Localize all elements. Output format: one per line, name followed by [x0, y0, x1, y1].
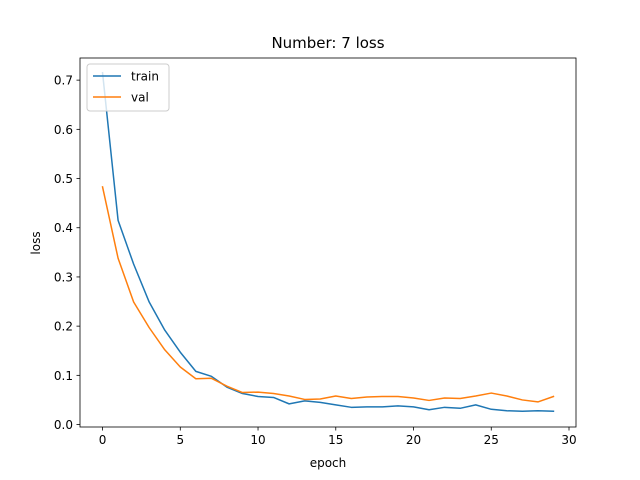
x-tick-label: 25	[484, 433, 499, 447]
chart-title: Number: 7 loss	[271, 34, 384, 52]
y-tick-label: 0.5	[54, 172, 73, 186]
y-tick-label: 0.3	[54, 270, 73, 284]
y-tick-label: 0.4	[54, 221, 73, 235]
plot-frame	[79, 57, 577, 428]
plot-area	[80, 58, 576, 427]
x-tick-label: 20	[406, 433, 421, 447]
plot-background	[80, 58, 576, 427]
series-layer	[101, 71, 555, 413]
x-tick-label: 5	[176, 433, 184, 447]
x-axis: 0 5 10 15 20 25 30	[99, 427, 577, 447]
y-tick-label: 0.0	[54, 418, 73, 432]
x-tick-label: 15	[328, 433, 343, 447]
x-axis-label: epoch	[310, 456, 347, 470]
legend-label-val: val	[131, 91, 149, 105]
y-axis: 0.0 0.1 0.2 0.3 0.4 0.5 0.6 0.7	[54, 74, 80, 432]
y-tick-label: 0.6	[54, 123, 73, 137]
y-axis-label: loss	[29, 231, 43, 254]
series-line-val	[101, 186, 555, 403]
y-tick-label: 0.7	[54, 74, 73, 88]
legend-label-train: train	[131, 70, 159, 84]
y-tick-label: 0.2	[54, 320, 73, 334]
x-tick-label: 0	[99, 433, 107, 447]
series-line-train	[101, 71, 555, 413]
legend: train val	[86, 63, 170, 112]
y-tick-label: 0.1	[54, 369, 73, 383]
x-tick-label: 10	[250, 433, 265, 447]
x-tick-label: 30	[561, 433, 576, 447]
